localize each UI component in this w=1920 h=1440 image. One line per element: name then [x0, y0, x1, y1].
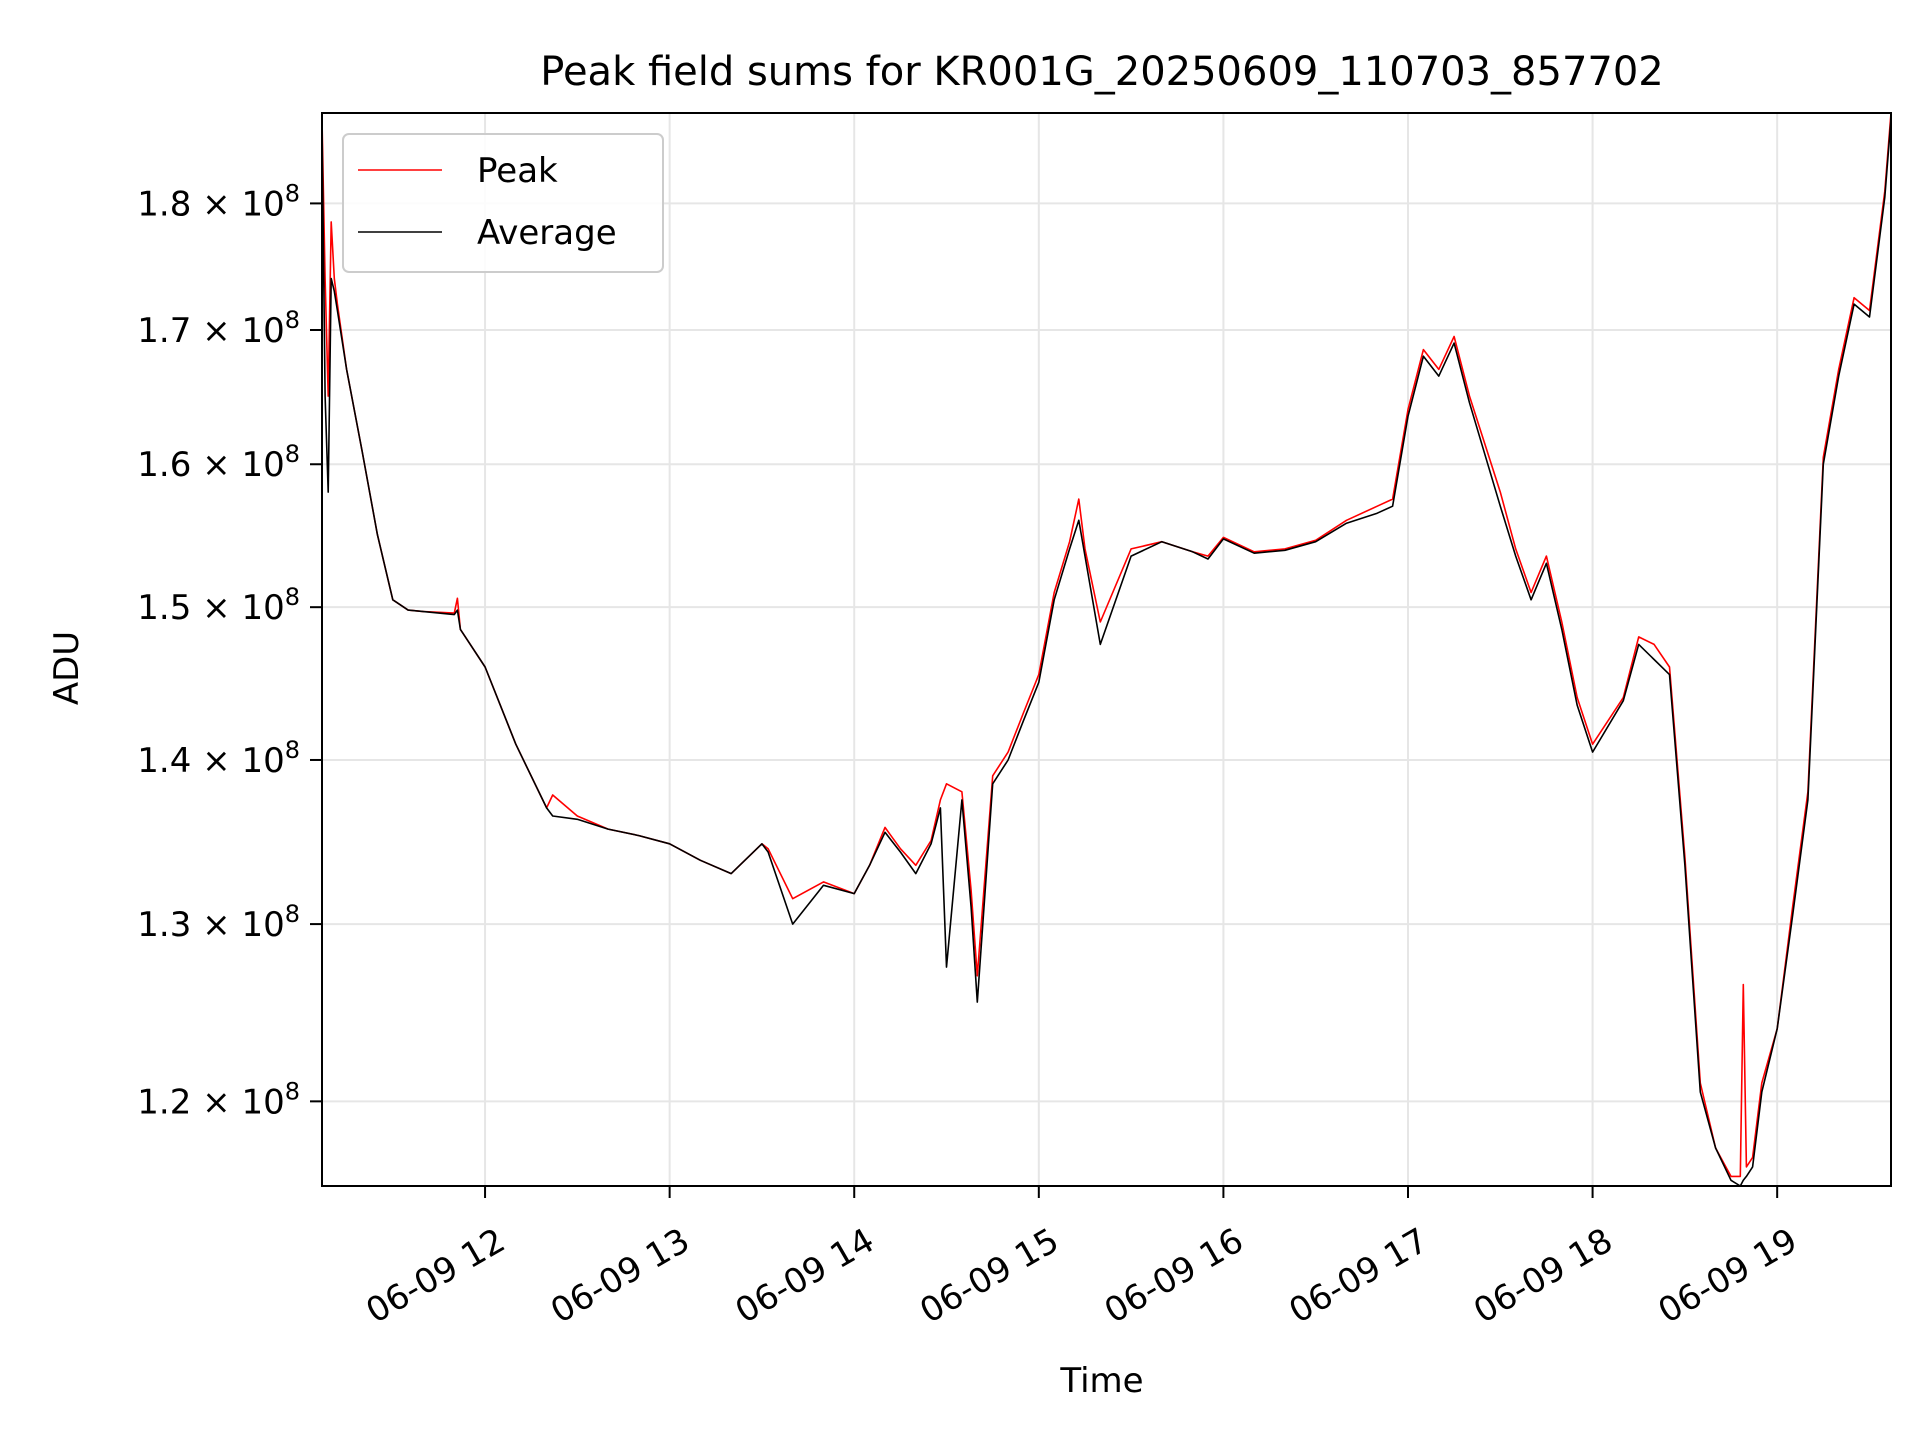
- legend: Peak Average: [342, 133, 664, 273]
- y-axis-label: ADU: [47, 631, 87, 705]
- y-tick-label: 1.3 × 108: [137, 900, 300, 945]
- x-axis-label: Time: [1059, 1361, 1143, 1401]
- y-tick-label: 1.2 × 108: [137, 1077, 300, 1122]
- series-line-average: [321, 118, 1892, 1187]
- chart-title: Peak field sums for KR001G_20250609_1107…: [540, 49, 1664, 95]
- legend-box: [342, 133, 664, 273]
- y-axis: 1.2 × 108 1.3 × 108 1.4 × 108 1.5 × 108 1.6 …: [137, 179, 322, 1122]
- y-tick-label: 1.4 × 108: [137, 736, 300, 781]
- grid: [322, 113, 1891, 1186]
- series-layer: [321, 112, 1892, 1187]
- y-tick-label: 1.8 × 108: [137, 179, 300, 224]
- legend-label-average: Average: [477, 213, 617, 253]
- legend-label-peak: Peak: [477, 151, 558, 191]
- y-tick-label: 1.6 × 108: [137, 440, 300, 485]
- y-tick-label: 1.5 × 108: [137, 583, 300, 628]
- plot-frame: [321, 112, 1892, 1187]
- y-tick-label: 1.7 × 108: [137, 306, 300, 351]
